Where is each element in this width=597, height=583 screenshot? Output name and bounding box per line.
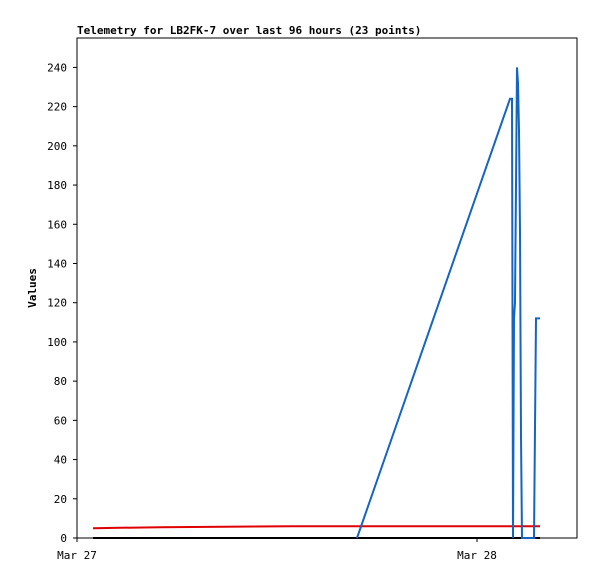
y-tick-label: 140 <box>47 257 67 270</box>
y-axis-label: Values <box>26 268 39 308</box>
y-tick-label: 60 <box>54 414 67 427</box>
y-tick-label: 220 <box>47 101 67 114</box>
y-tick-label: 100 <box>47 336 67 349</box>
plot-frame <box>76 37 578 539</box>
y-tick-label: 0 <box>60 532 67 545</box>
y-tick-label: 160 <box>47 218 67 231</box>
series-line <box>356 67 540 539</box>
chart-title: Telemetry for LB2FK-7 over last 96 hours… <box>77 24 421 37</box>
y-tick-label: 80 <box>54 375 67 388</box>
y-tick-label: 120 <box>47 297 67 310</box>
x-tick-label: Mar 28 <box>457 549 497 562</box>
y-tick-label: 180 <box>47 179 67 192</box>
y-tick-label: 40 <box>54 454 67 467</box>
series-line <box>92 525 540 530</box>
y-tick-label: 200 <box>47 140 67 153</box>
y-tick-label: 240 <box>47 61 67 74</box>
y-tick-label: 20 <box>54 493 67 506</box>
x-tick-label: Mar 27 <box>57 549 97 562</box>
